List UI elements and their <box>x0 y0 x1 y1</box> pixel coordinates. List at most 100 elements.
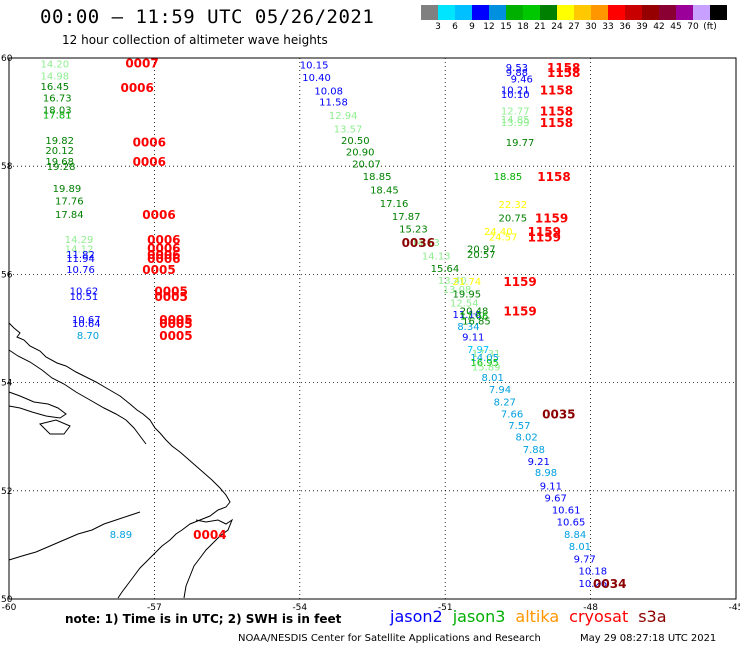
color-scale-label: (ft) <box>703 22 717 32</box>
lon-tick-label: -57 <box>147 603 162 613</box>
swh-value: 9.53 <box>506 63 528 74</box>
swh-value: 16.73 <box>43 93 72 104</box>
swh-value: 10.64 <box>72 319 101 330</box>
pass-time: 0006 <box>147 248 180 262</box>
swh-value: 20.57 <box>467 250 496 261</box>
color-scale-label: 3 <box>435 22 441 32</box>
timestamp: May 29 08:27:18 UTC 2021 <box>580 633 717 644</box>
pass-time: 1159 <box>528 225 561 239</box>
swh-value: 10.26 <box>578 579 607 590</box>
pass-time: 0034 <box>593 577 626 591</box>
swh-value: 18.03 <box>43 105 72 116</box>
swh-value: 10.08 <box>314 86 343 97</box>
swh-value: 14.12 <box>65 244 94 255</box>
swh-value: 20.07 <box>352 159 381 170</box>
swh-value: 7.94 <box>489 385 511 396</box>
swh-value: 20.50 <box>341 136 370 147</box>
color-scale-label: 39 <box>636 22 648 32</box>
swh-value: 19.95 <box>452 289 481 300</box>
pass-time: 1159 <box>503 305 536 319</box>
inland-lake <box>39 419 71 435</box>
swh-value: 9.77 <box>574 554 596 565</box>
swh-value: 20.75 <box>499 214 528 225</box>
swh-value: 18.85 <box>363 172 392 183</box>
color-scale-label: 9 <box>469 22 475 32</box>
swh-value: 12.54 <box>450 299 479 310</box>
pass-time: 1159 <box>503 275 536 289</box>
swh-value: 17.16 <box>380 199 409 210</box>
swh-value: 19.28 <box>47 162 76 173</box>
swh-value: 10.61 <box>552 506 581 517</box>
swh-value: 17.87 <box>392 212 421 223</box>
pass-time: 0004 <box>193 528 226 542</box>
color-scale-label: 70 <box>687 22 699 32</box>
swh-value: 9.67 <box>545 493 567 504</box>
swh-value: 10.40 <box>302 73 331 84</box>
pass-time: 0005 <box>159 317 192 331</box>
swh-value: 10.51 <box>70 292 99 303</box>
swh-value: 10.18 <box>578 566 607 577</box>
swh-value: 8.01 <box>569 542 591 553</box>
lon-tick-label: -51 <box>438 603 453 613</box>
pass-time: 0005 <box>159 329 192 343</box>
color-scale-label: 42 <box>653 22 665 32</box>
color-scale-label: 30 <box>585 22 597 32</box>
color-scale-label: 6 <box>452 22 458 32</box>
legend-entry-altika: altika <box>515 607 560 626</box>
color-scale-label: 27 <box>568 22 580 32</box>
swh-value: 15.64 <box>431 264 460 275</box>
legend-entry-cryosat: cryosat <box>569 607 629 626</box>
color-scale-label: 24 <box>551 22 563 32</box>
color-scale-label: 21 <box>534 22 546 32</box>
swh-value: 22.32 <box>499 200 528 211</box>
swh-value: 9.88 <box>506 68 528 79</box>
satellite-legend: jason2 jason3 altika cryosat s3a <box>390 607 677 626</box>
swh-value: 17.84 <box>55 210 84 221</box>
swh-value: 14.85 <box>501 115 530 126</box>
swh-value: 19.68 <box>45 157 74 168</box>
color-scale-label: 18 <box>517 22 529 32</box>
swh-value: 13.08 <box>443 285 472 296</box>
swh-value: 14.29 <box>65 235 94 246</box>
color-scale-label: 33 <box>602 22 614 32</box>
pass-time-labels: 0007000600060006000600060006000600060005… <box>120 56 626 590</box>
swh-value: 8.89 <box>110 530 132 541</box>
swh-value: 19.82 <box>45 136 74 147</box>
swh-value: 18.45 <box>370 185 399 196</box>
swh-value: 14.05 <box>470 353 499 364</box>
swh-value: 8.70 <box>77 331 99 342</box>
swh-value: 10.62 <box>70 287 99 298</box>
pass-time: 1159 <box>535 212 568 226</box>
pass-time: 0006 <box>120 81 153 95</box>
swh-value: 20.90 <box>346 148 375 159</box>
lat-tick-label: 60 <box>1 54 13 64</box>
swh-value: 20.97 <box>467 244 496 255</box>
coastline <box>8 322 234 599</box>
swh-value: 7.97 <box>467 345 489 356</box>
pass-time: 0006 <box>133 155 166 169</box>
color-scale-label: 36 <box>619 22 631 32</box>
swh-value: 11.82 <box>66 250 95 261</box>
swh-value: 15.89 <box>472 362 501 373</box>
pass-time: 1158 <box>537 170 570 184</box>
swh-value: 14.13 <box>411 238 440 249</box>
swh-value: 7.57 <box>508 421 530 432</box>
lon-tick-label: -54 <box>292 603 307 613</box>
swh-value: 8.01 <box>482 373 504 384</box>
pass-time: 0035 <box>542 407 575 421</box>
swh-value: 9.11 <box>540 481 562 492</box>
swh-value: 14.20 <box>41 59 70 70</box>
swh-value: 17.81 <box>43 110 72 121</box>
pass-time: 0006 <box>142 208 175 222</box>
pass-time: 0005 <box>154 290 187 304</box>
swh-value: 11.94 <box>66 254 95 265</box>
legend-entry-s3a: s3a <box>638 607 667 626</box>
swh-value: 10.15 <box>300 60 329 71</box>
swh-value: 8.02 <box>515 433 537 444</box>
pass-time: 1158 <box>540 104 573 118</box>
swh-value: 24.40 <box>484 227 513 238</box>
swh-value: 8.27 <box>494 398 516 409</box>
swh-value: 8.84 <box>564 530 586 541</box>
pass-time: 1158 <box>540 116 573 130</box>
